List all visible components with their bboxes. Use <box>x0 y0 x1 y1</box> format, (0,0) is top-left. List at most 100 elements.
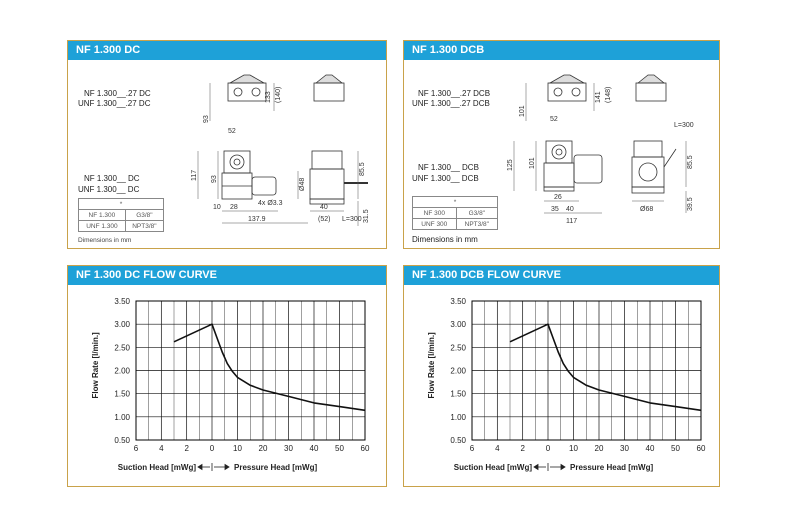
y-tick-label: 3.50 <box>114 297 130 306</box>
chart-grid <box>135 300 366 441</box>
connection-spec-table: * NF 1.300 G3/8" UNF 1.300 NPT3/8" <box>78 198 165 232</box>
dimension-label: 4x Ø3.3 <box>258 200 283 207</box>
x-tick-label: 20 <box>259 444 268 453</box>
x-tick-label: 50 <box>335 444 344 453</box>
arrow-right-head <box>560 463 566 471</box>
y-tick-label: 1.00 <box>450 413 466 422</box>
dimension-label: 133 <box>265 91 272 103</box>
dimension-label: (148) <box>605 87 612 103</box>
dimension-label: 28 <box>230 204 238 211</box>
x-tick-label: 20 <box>595 444 604 453</box>
dimensions-note: Dimensions in mm <box>78 237 132 244</box>
pump-technical-drawing: 133 (140) 93 52 117 93 85.5 Ø48 10 28 4x… <box>191 74 370 226</box>
dimension-label: (52) <box>318 216 330 223</box>
model-label: UNF 1.300__.27 DCB <box>412 99 490 108</box>
y-tick-label: 1.00 <box>114 413 130 422</box>
direction-arrows-icon <box>197 463 230 471</box>
x-tick-label: 0 <box>210 444 215 453</box>
dimension-label: 39.5 <box>687 197 694 211</box>
drawing-panel-dcb: NF 1.300 DCB NF 1.300__.27 DCB UNF 1.300… <box>403 40 720 249</box>
chart-grid <box>471 300 702 441</box>
x-tick-label: 2 <box>520 444 525 453</box>
dimension-label: 10 <box>213 204 221 211</box>
x-tick-label: 30 <box>620 444 629 453</box>
y-tick-label: 2.50 <box>114 343 130 352</box>
spec-cell: NPT3/8" <box>455 218 499 230</box>
x-tick-label: 6 <box>134 444 139 453</box>
dimension-label: Ø48 <box>299 178 306 191</box>
dimension-label: 85.5 <box>687 155 694 169</box>
x-tick-label: 4 <box>159 444 164 453</box>
dimension-label: 93 <box>211 175 218 183</box>
x-axis-label-suction: Suction Head [mWg] <box>454 463 533 472</box>
model-label: NF 1.300__ DC <box>84 174 140 183</box>
y-tick-label: 0.50 <box>114 436 130 445</box>
x-tick-label: 0 <box>546 444 551 453</box>
arrow-left-head <box>533 463 539 471</box>
model-label: UNF 1.300__ DCB <box>412 174 479 183</box>
x-tick-label: 2 <box>184 444 189 453</box>
dimension-label: L=300 <box>674 122 694 129</box>
dimension-label: 52 <box>550 116 558 123</box>
flow-curve-panel-dc: NF 1.300 DC FLOW CURVE 3.50 3.00 2.50 2.00 1… <box>67 265 387 487</box>
x-tick-label: 30 <box>284 444 293 453</box>
y-tick-label: 3.50 <box>450 297 466 306</box>
direction-arrows-icon <box>533 463 566 471</box>
dimension-label: 52 <box>228 128 236 135</box>
flow-curve-line <box>173 323 366 412</box>
dimension-label: 137.9 <box>248 216 266 223</box>
flow-curve-panel-dcb: NF 1.300 DCB FLOW CURVE 3.50 3.00 2.50 2.00… <box>403 265 720 487</box>
x-tick-label: 50 <box>671 444 680 453</box>
dimension-label: (140) <box>275 87 282 103</box>
plot-frame <box>471 300 702 441</box>
x-tick-label: 10 <box>233 444 242 453</box>
x-tick-label: 10 <box>569 444 578 453</box>
x-axis-label-suction: Suction Head [mWg] <box>118 463 197 472</box>
x-tick-label: 40 <box>310 444 319 453</box>
x-axis-label-pressure: Pressure Head [mWg] <box>570 463 653 472</box>
chart-title: NF 1.300 DCB FLOW CURVE <box>404 266 719 285</box>
x-tick-label: 60 <box>361 444 370 453</box>
dimension-label: 141 <box>595 91 602 103</box>
y-tick-label: 3.00 <box>450 320 466 329</box>
dimension-label: 26 <box>554 194 562 201</box>
y-axis-label: Flow Rate [l/min.] <box>91 332 100 399</box>
dimension-label: 117 <box>191 170 198 181</box>
dimension-label: Ø68 <box>640 206 653 213</box>
model-label: NF 1.300__.27 DC <box>84 89 151 98</box>
y-axis-label: Flow Rate [l/min.] <box>427 332 436 399</box>
plot-frame <box>135 300 366 441</box>
chart-title: NF 1.300 DC FLOW CURVE <box>68 266 386 285</box>
dimension-label: 125 <box>507 159 514 171</box>
dimension-label: 101 <box>529 157 536 169</box>
arrow-left-head <box>197 463 203 471</box>
y-tick-label: 1.50 <box>114 390 130 399</box>
flow-curve-chart: 3.503.002.502.001.501.000.506 4 2 0 10 20 30 40… <box>91 297 370 472</box>
dimensions-note: Dimensions in mm <box>412 235 478 244</box>
panel-title: NF 1.300 DC <box>68 41 386 60</box>
x-tick-label: 6 <box>470 444 475 453</box>
dimension-label: 85.5 <box>359 162 366 176</box>
arrow-right-head <box>224 463 230 471</box>
x-axis-label-pressure: Pressure Head [mWg] <box>234 463 317 472</box>
drawing-panel-dc: NF 1.300 DC NF 1.300__.27 DC UNF 1.300__… <box>67 40 387 249</box>
y-tick-label: 1.50 <box>450 390 466 399</box>
y-tick-label: 2.00 <box>450 367 466 376</box>
dimension-label: 101 <box>519 105 526 117</box>
model-label: UNF 1.300__ DC <box>78 185 140 194</box>
connection-spec-table: * NF 300 G3/8" UNF 300 NPT3/8" <box>412 196 499 230</box>
dimension-label: 93 <box>203 115 210 123</box>
x-tick-label: 40 <box>646 444 655 453</box>
model-label: NF 1.300__ DCB <box>418 163 479 172</box>
y-tick-label: 3.00 <box>114 320 130 329</box>
model-label: NF 1.300__.27 DCB <box>418 89 491 98</box>
flow-curve-chart: 3.503.002.502.001.501.000.506 4 2 0 10 20 30 40… <box>427 297 706 472</box>
dimension-label: 40 <box>320 204 328 211</box>
dimension-label: L=300 <box>342 216 362 223</box>
dimension-label: 35 <box>551 206 559 213</box>
x-tick-label: 4 <box>495 444 500 453</box>
dimension-label: 31.5 <box>363 209 370 223</box>
panel-title: NF 1.300 DCB <box>404 41 719 60</box>
y-tick-label: 2.00 <box>114 367 130 376</box>
x-tick-label: 60 <box>697 444 706 453</box>
